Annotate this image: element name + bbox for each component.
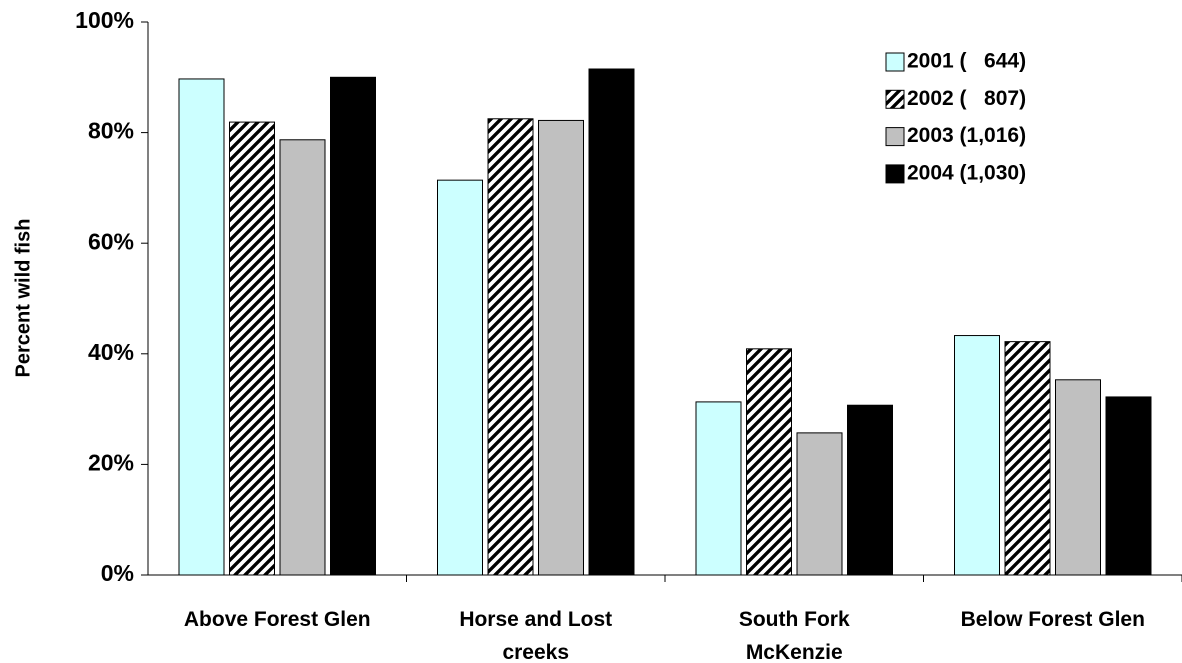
- bar-series-4-category-2: [588, 68, 635, 576]
- bar-series-4-category-3: [847, 404, 893, 576]
- y-tick-label: 60%: [88, 228, 134, 254]
- bar-series-3-category-1: [279, 139, 326, 576]
- legend-swatch-1: [885, 52, 905, 72]
- y-tick-label: 100%: [75, 7, 134, 33]
- legend-label-3: 2003 (1,016): [907, 124, 1026, 147]
- bar-series-1-category-2: [437, 179, 483, 576]
- bar-series-2-category-2: [487, 118, 534, 576]
- x-category-label: Horse and Lost creeks: [459, 608, 612, 663]
- legend-label-4: 2004 (1,030): [907, 161, 1026, 184]
- bar-series-2-category-1: [229, 121, 275, 576]
- bar-series-4-category-1: [330, 76, 376, 576]
- x-category-label: South Fork McKenzie: [739, 608, 850, 663]
- y-axis-title: Percent wild fish: [12, 219, 34, 378]
- legend-swatch-4: [885, 164, 905, 184]
- bar-series-2-category-4: [1004, 341, 1051, 576]
- y-tick-label: 40%: [88, 339, 134, 365]
- legend-swatch-3: [885, 127, 905, 147]
- bar-series-4-category-4: [1105, 396, 1152, 576]
- legend-label-2: 2002 ( 807): [907, 87, 1026, 110]
- x-category-label: Below Forest Glen: [961, 608, 1145, 631]
- legend: 2001 ( 644) 2002 ( 807) 2003 (1,016) 2004 (…: [885, 50, 1026, 184]
- bars-layer: [178, 68, 1152, 576]
- x-category-label: Above Forest Glen: [184, 608, 371, 631]
- y-tick-label: 0%: [101, 560, 134, 586]
- legend-label-1: 2001 ( 644): [907, 50, 1026, 73]
- bar-series-2-category-3: [746, 348, 792, 576]
- legend-swatch-2: [885, 89, 905, 109]
- bar-series-1-category-4: [954, 335, 1000, 576]
- bar-series-1-category-3: [695, 401, 742, 576]
- y-tick-label: 20%: [88, 449, 134, 475]
- bar-series-1-category-1: [178, 78, 225, 576]
- bar-series-3-category-4: [1055, 379, 1101, 576]
- bar-series-3-category-3: [796, 432, 843, 576]
- x-axis-ticks: Above Forest Glen Horse and Lost creeks Sou…: [184, 575, 1182, 663]
- y-axis-ticks: 0% 20% 40% 60% 80% 100%: [75, 7, 148, 586]
- y-tick-label: 80%: [88, 118, 134, 144]
- bar-series-3-category-2: [538, 119, 584, 576]
